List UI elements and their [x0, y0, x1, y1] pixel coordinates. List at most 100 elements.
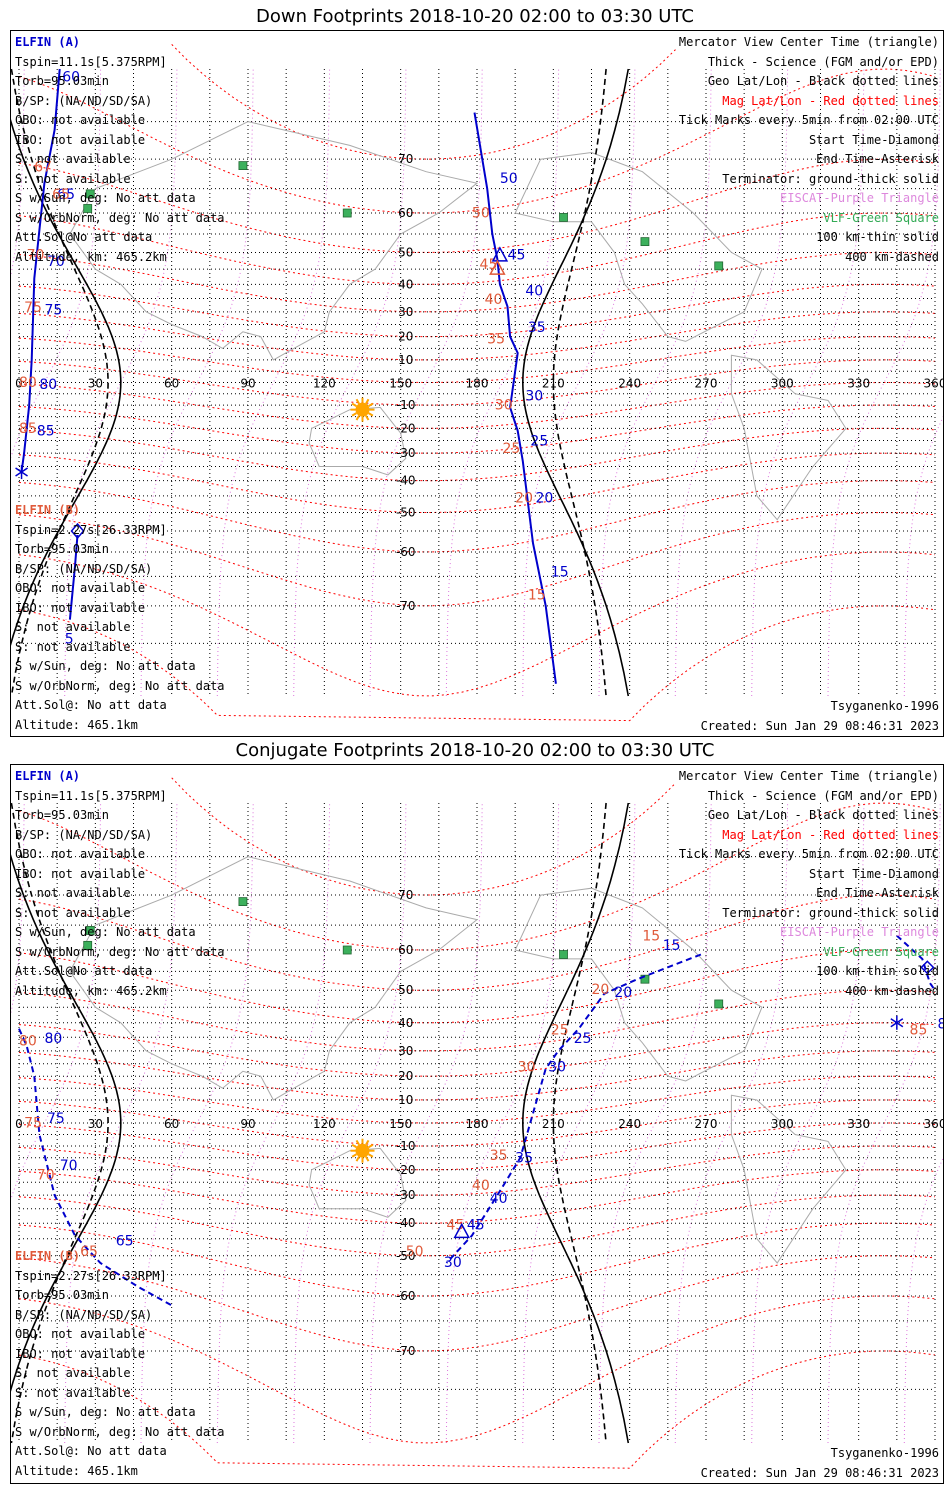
mag-lat-label: 25	[551, 1022, 569, 1038]
mag-lat-label: 85	[19, 421, 37, 437]
mag-lat-label: 70	[37, 1168, 55, 1184]
track-tick-label: 20	[536, 490, 554, 506]
sat-a-line: S w/Sun, deg: No att data	[15, 925, 196, 939]
sun-ray	[355, 1156, 360, 1162]
lat-tick-label: -20	[396, 1163, 416, 1177]
footprint-track	[18, 1028, 173, 1307]
sat-b-name: ELFIN (B)	[15, 503, 81, 517]
created-label-2: Created: Sun Jan 29 08:46:31 2023	[700, 1465, 939, 1480]
track-tick-label: 85	[938, 1017, 943, 1033]
sat-a-line: Altitude, km: 465.2km	[15, 249, 167, 264]
mag-latitude-line	[18, 894, 936, 991]
legend-entry: Geo Lat/Lon - Black dotted lines	[707, 808, 939, 822]
track-tick-label: 80	[44, 1031, 62, 1047]
legend-entry: EISCAT-Purple Triangle	[780, 925, 939, 939]
sat-b-line: IBO: not available	[15, 600, 146, 615]
lat-tick-label: -30	[396, 446, 416, 460]
lat-tick-label: 60	[398, 206, 413, 220]
x-tick-label: 150	[389, 1117, 412, 1131]
legend-entry: Thick - Science (FGM and/or EPD)	[707, 54, 939, 69]
sat-a-line: S: not available	[15, 905, 131, 920]
mag-latitude-line	[18, 359, 936, 406]
mag-latitude-line	[18, 1145, 936, 1196]
sat-b-line: B/SP: (NA/ND/SD/SA)	[15, 561, 153, 576]
sat-a-line: S w/OrbNorm, deg: No att data	[15, 944, 225, 959]
track-tick-label: 25	[530, 434, 548, 450]
grid-layer	[11, 44, 943, 722]
sat-b-info: ELFIN (B) Tspin=2.27s[26.33RPM] Torb=95.0…	[15, 501, 225, 735]
vlf-station	[559, 950, 568, 959]
mag-latitude-line	[18, 1075, 936, 1124]
track-tick-label: 45	[467, 1217, 485, 1233]
x-tick-label: 270	[695, 377, 718, 391]
legend-entry: VLF-Green Square	[823, 944, 939, 959]
lat-tick-label: -70	[396, 599, 416, 613]
track-tick-label: 70	[47, 254, 65, 270]
vlf-station	[714, 999, 724, 1009]
mag-lat-label: 20	[592, 982, 610, 998]
vlf-station	[238, 897, 248, 907]
coastline	[514, 887, 763, 1082]
sun-ray	[365, 415, 370, 421]
model-label-2: Tsyganenko-1996	[830, 1446, 939, 1460]
mag-lat-label: 70	[27, 247, 45, 263]
legend-entry: 100 km-thin solid	[816, 230, 939, 244]
sun-ray	[355, 398, 360, 405]
terminator-east	[521, 68, 630, 697]
sun-disc	[355, 402, 370, 417]
track-tick-label: 15	[551, 564, 569, 580]
lat-tick-label: 50	[398, 245, 413, 259]
legend-entry: Start Time-Diamond	[808, 132, 939, 147]
mag-latitude-line	[18, 311, 936, 361]
track-tick-label: 45	[508, 247, 526, 263]
mag-lat-label: 25	[502, 441, 520, 457]
coastline	[69, 121, 479, 361]
down-footprints-title: Down Footprints 2018-10-20 02:00 to 03:3…	[256, 6, 694, 27]
down-footprints-panel: Down Footprints 2018-10-20 02:00 to 03:3…	[0, 0, 950, 740]
x-tick-label: 300	[771, 377, 794, 391]
mag-lat-label: 40	[472, 1178, 490, 1194]
legend-entry: Terminator: ground-thick solid	[722, 905, 939, 920]
sat-b-line: S w/OrbNorm, deg: No att data	[15, 678, 225, 693]
lat-tick-label: 20	[398, 1069, 413, 1083]
legend-entry: EISCAT-Purple Triangle	[780, 191, 939, 205]
sat-a-line: B/SP: (NA/ND/SD/SA)	[15, 827, 153, 842]
sat-b-line: OBO: not available	[15, 581, 146, 595]
x-tick-label: 60	[164, 1117, 179, 1131]
sat-a-info-2: ELFIN (A) Tspin=11.1s[5.375RPM] Torb=95.0…	[15, 767, 225, 1001]
mag-lat-label: 30	[495, 398, 513, 414]
legend-entry: Start Time-Diamond	[808, 866, 939, 881]
x-tick-label: 300	[771, 1117, 794, 1131]
lat-tick-label: 40	[398, 277, 413, 291]
track-tick-label: 75	[44, 302, 62, 318]
x-tick-label: 150	[389, 377, 412, 391]
legend-entry: Mercator View Center Time (triangle)	[678, 769, 939, 783]
footprint-track	[896, 934, 936, 991]
sat-a-line: Torb=95.03min	[15, 808, 109, 822]
lat-tick-label: -60	[396, 545, 416, 559]
mag-latitude-line	[18, 551, 936, 697]
footprint-track	[445, 953, 702, 1264]
sat-b-line: Att.Sol@: No att data	[15, 698, 167, 712]
sat-a-line: S: not available	[15, 171, 131, 186]
lat-tick-label: 60	[398, 943, 413, 957]
sat-a-line: S w/OrbNorm, deg: No att data	[15, 210, 225, 225]
sat-b-line: Torb=95.03min	[15, 542, 109, 556]
x-tick-label: 210	[542, 1117, 565, 1131]
mag-lat-label: 75	[24, 1116, 42, 1132]
sat-b-line: S: not available	[15, 639, 131, 654]
sat-a-line: OBO: not available	[15, 113, 146, 127]
x-tick-label: 360	[924, 377, 943, 391]
sat-a-line: Tspin=11.1s[5.375RPM]	[15, 54, 167, 69]
track-tick-label: 25	[574, 1031, 592, 1047]
start-diamond	[920, 960, 935, 975]
mag-lat-label: 40	[485, 292, 503, 308]
lat-tick-label: -10	[396, 398, 416, 412]
vlf-station	[85, 926, 95, 935]
end-asterisk	[15, 467, 28, 477]
sat-a-line: S w/Sun, deg: No att data	[15, 191, 196, 205]
sun-ray	[368, 1143, 374, 1149]
conjugate-footprints-title: Conjugate Footprints 2018-10-20 02:00 to…	[235, 740, 715, 761]
mag-latitude-line	[18, 1350, 936, 1469]
sat-a-line: IBO: not available	[15, 132, 146, 147]
